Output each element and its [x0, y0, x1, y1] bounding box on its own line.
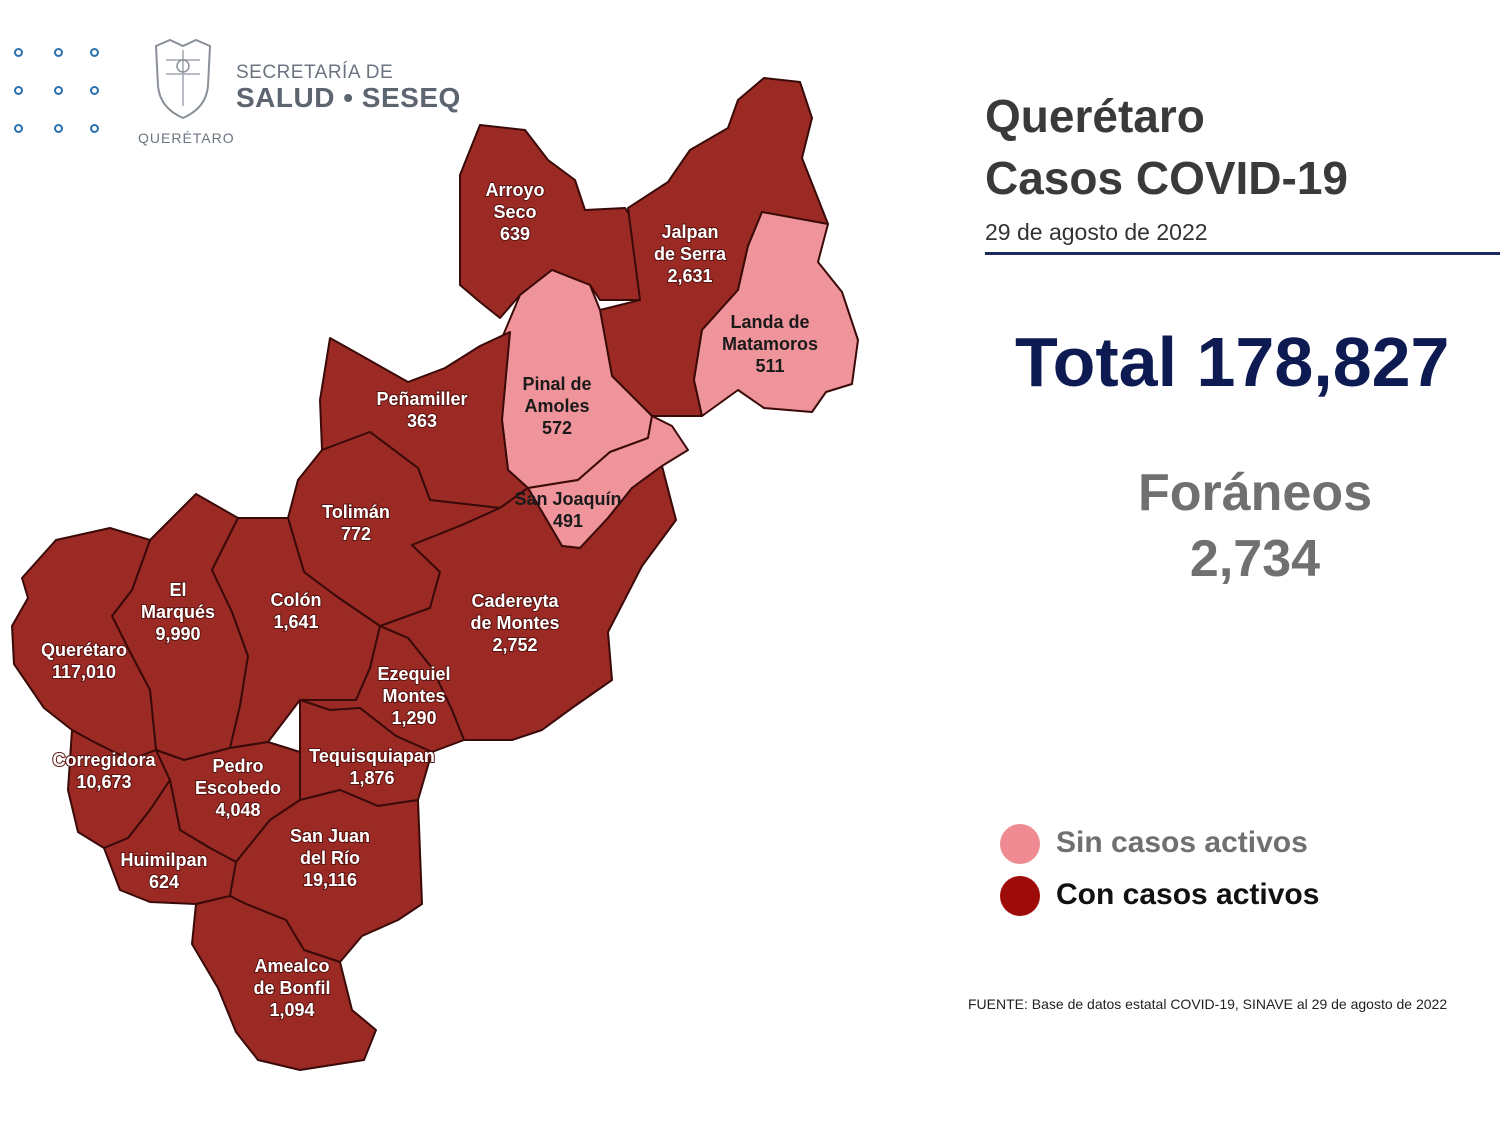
municipality-name-el-marques: El — [169, 580, 186, 600]
municipality-name-san-juan: San Juan — [290, 826, 370, 846]
municipality-name-penamiller: Peñamiller — [376, 389, 467, 409]
municipality-name-cadereyta: Cadereyta — [471, 591, 559, 611]
municipality-cases-pinal: 572 — [542, 418, 572, 438]
legend-swatch-active — [1000, 876, 1040, 916]
legend-swatch-inactive — [1000, 824, 1040, 864]
municipality-name-huimilpan: Huimilpan — [120, 850, 207, 870]
municipality-name-landa: Landa de — [730, 312, 809, 332]
municipality-name-ezequiel: Montes — [383, 686, 446, 706]
foreign-cases-value: 2,734 — [1189, 530, 1321, 588]
municipality-cases-penamiller: 363 — [407, 411, 437, 431]
municipality-name-san-joaquin: San Joaquín — [514, 489, 621, 509]
municipality-name-landa: Matamoros — [722, 334, 818, 354]
foreign-cases-label: Foráneos — [1137, 464, 1373, 522]
municipality-name-toliman: Tolimán — [322, 502, 390, 522]
municipality-cases-tequisquiapan: 1,876 — [349, 768, 394, 788]
municipality-name-amealco: Amealco — [254, 956, 329, 976]
municipality-name-pedro: Escobedo — [195, 778, 281, 798]
municipality-cases-colon: 1,641 — [273, 612, 318, 632]
municipality-name-jalpan: de Serra — [654, 244, 727, 264]
department-name: SECRETARÍA DE — [236, 62, 394, 83]
municipality-amealco — [191, 895, 377, 1071]
municipality-cases-el-marques: 9,990 — [155, 624, 200, 644]
municipality-cases-landa: 511 — [755, 356, 784, 376]
municipality-name-jalpan: Jalpan — [661, 222, 718, 242]
page-title-line1: Querétaro — [985, 90, 1205, 142]
seseq-logo: SECRETARÍA DE SALUD • SESEQ QUERÉTARO — [0, 30, 470, 155]
data-source-note: FUENTE: Base de datos estatal COVID-19, … — [968, 996, 1448, 1012]
info-panel: Querétaro Casos COVID-19 29 de agosto de… — [985, 85, 1500, 255]
legend-label-inactive: Sin casos activos — [1056, 826, 1308, 859]
municipality-landa — [693, 211, 859, 417]
legend-label-active: Con casos activos — [1056, 878, 1320, 911]
page-title-line2: Casos COVID-19 — [985, 152, 1349, 204]
municipality-name-arroyo-seco: Arroyo — [485, 180, 544, 200]
municipality-cases-jalpan: 2,631 — [667, 266, 712, 286]
municipality-cases-san-juan: 19,116 — [303, 870, 357, 890]
total-cases: Total 178,827 — [1015, 323, 1450, 401]
municipality-cases-toliman: 772 — [341, 524, 371, 544]
municipality-name-corregidora: Corregidora — [52, 750, 156, 770]
municipality-cases-corregidora: 10,673 — [76, 772, 131, 792]
municipality-arroyo-seco — [459, 124, 641, 319]
municipality-name-colon: Colón — [271, 590, 322, 610]
municipality-name-pedro: Pedro — [212, 756, 263, 776]
municipality-name-pinal: Pinal de — [522, 374, 591, 394]
municipality-cases-queretaro: 117,010 — [52, 662, 116, 682]
municipality-cases-pedro: 4,048 — [215, 800, 260, 820]
municipality-name-amealco: de Bonfil — [254, 978, 331, 998]
municipality-cadereyta — [379, 465, 677, 741]
municipality-name-queretaro: Querétaro — [41, 640, 127, 660]
state-name: QUERÉTARO — [138, 130, 235, 146]
municipality-cases-san-joaquin: 491 — [553, 511, 583, 531]
foreign-cases: Foráneos 2,734 — [1005, 460, 1500, 592]
municipality-cases-ezequiel: 1,290 — [391, 708, 436, 728]
municipality-cases-huimilpan: 624 — [149, 872, 179, 892]
municipality-name-san-juan: del Río — [300, 848, 360, 868]
municipality-cases-arroyo-seco: 639 — [500, 224, 530, 244]
municipality-name-tequisquiapan: Tequisquiapan — [309, 746, 435, 766]
municipality-huimilpan — [103, 779, 237, 905]
municipality-cases-cadereyta: 2,752 — [492, 635, 537, 655]
report-date: 29 de agosto de 2022 — [985, 219, 1500, 255]
municipality-name-el-marques: Marqués — [141, 602, 215, 622]
agency-name: SALUD • SESEQ — [236, 82, 461, 113]
municipality-name-arroyo-seco: Seco — [493, 202, 536, 222]
coat-of-arms-icon — [154, 38, 212, 120]
municipality-name-cadereyta: de Montes — [470, 613, 559, 633]
municipality-cases-amealco: 1,094 — [269, 1000, 314, 1020]
municipality-name-pinal: Amoles — [524, 396, 589, 416]
municipality-name-ezequiel: Ezequiel — [377, 664, 450, 684]
